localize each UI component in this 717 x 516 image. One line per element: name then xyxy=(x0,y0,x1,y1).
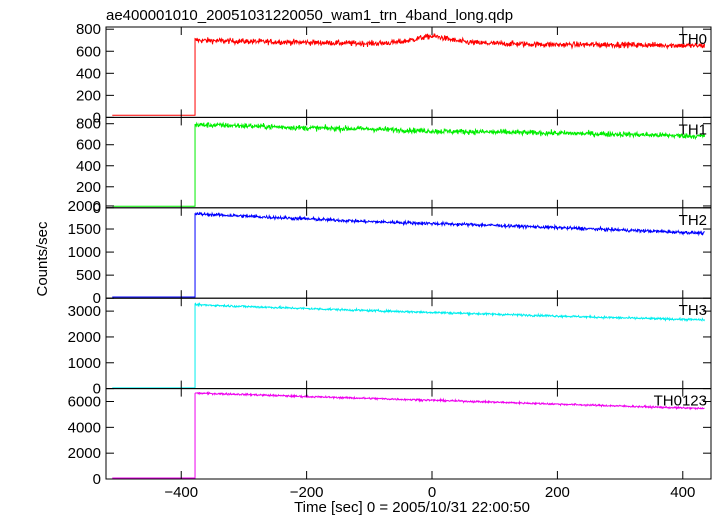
y-tick-label: 0 xyxy=(93,471,101,488)
y-tick-label: 3000 xyxy=(68,303,101,320)
series-line-th1 xyxy=(112,121,706,207)
y-tick-label: 600 xyxy=(76,137,101,154)
panel-label-th3: TH3 xyxy=(679,302,707,319)
y-tick-label: 200 xyxy=(76,179,101,196)
y-tick-label: 0 xyxy=(93,290,101,307)
panel-th3: 0 1000 2000 3000 TH3 xyxy=(68,297,712,398)
y-tick-label: 6000 xyxy=(68,394,101,411)
y-tick-label: 400 xyxy=(76,158,101,175)
x-axis-title: Time [sec] 0 = 2005/10/31 22:00:50 xyxy=(294,499,530,516)
x-tick-label: −400 xyxy=(164,484,198,501)
x-axis: −400 −200 0 200 400 xyxy=(164,484,695,501)
x-tick-label: 0 xyxy=(428,484,436,501)
x-tick-label: 400 xyxy=(670,484,695,501)
x-tick-label: −200 xyxy=(290,484,324,501)
series-line-th2 xyxy=(112,211,705,298)
panel-th0123: 0 2000 4000 6000 TH0123 xyxy=(68,388,712,488)
y-tick-label: 800 xyxy=(76,21,101,38)
y-tick-label: 2000 xyxy=(68,198,101,215)
panel-th1: 0 200 400 600 800 TH1 xyxy=(76,116,712,217)
y-tick-label: 0 xyxy=(93,200,101,217)
y-tick-label: 200 xyxy=(76,87,101,104)
plot-title: ae400001010_20051031220050_wam1_trn_4ban… xyxy=(106,7,513,24)
y-tick-label: 600 xyxy=(76,43,101,60)
series-line-th3 xyxy=(112,302,706,389)
y-tick-label: 2000 xyxy=(68,445,101,462)
y-tick-label: 400 xyxy=(76,65,101,82)
y-axis-title: Counts/sec xyxy=(34,221,51,297)
y-tick-label: 1000 xyxy=(68,244,101,261)
panels-group: 0 200 400 600 800 TH0 0 200 400 600 800 TH1 0 500 1000… xyxy=(68,21,712,488)
y-tick-label: 0 xyxy=(93,109,101,126)
panel-label-th1: TH1 xyxy=(679,121,707,138)
y-tick-label: 1000 xyxy=(68,355,101,372)
series-line-th0 xyxy=(112,33,706,116)
y-tick-label: 2000 xyxy=(68,329,101,346)
y-tick-label: 800 xyxy=(76,116,101,133)
panel-th2: 0 500 1000 1500 2000 TH2 xyxy=(68,198,712,307)
x-tick-label: 200 xyxy=(545,484,570,501)
panel-th0: 0 200 400 600 800 TH0 xyxy=(76,21,712,126)
y-tick-label: 0 xyxy=(93,381,101,398)
panel-label-th2: TH2 xyxy=(679,212,707,229)
panel-frame xyxy=(105,388,712,480)
y-tick-label: 4000 xyxy=(68,419,101,436)
y-tick-label: 500 xyxy=(76,267,101,284)
y-tick-label: 1500 xyxy=(68,221,101,238)
panel-label-th0123: TH0123 xyxy=(654,393,707,410)
panel-label-th0: TH0 xyxy=(679,31,707,48)
series-line-th0123 xyxy=(112,390,705,479)
